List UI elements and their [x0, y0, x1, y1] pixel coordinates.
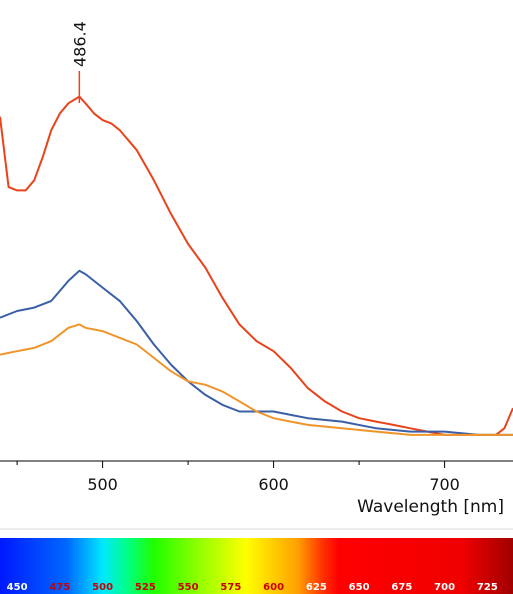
colorbar-tick-label: 700 — [434, 582, 455, 593]
x-axis-ticks — [16, 461, 446, 468]
x-tick-label: 700 — [429, 475, 460, 494]
wavelength-colorbar — [0, 538, 513, 594]
colorbar-tick-label: 500 — [92, 582, 113, 593]
x-axis-title: Wavelength [nm] — [357, 497, 504, 517]
series-line-2 — [0, 269, 513, 436]
x-tick-label: 500 — [87, 475, 118, 494]
peak-label: 486.4 — [70, 21, 89, 67]
colorbar-tick-label: 525 — [135, 582, 156, 593]
series-line-3 — [0, 323, 513, 436]
colorbar-tick-label: 625 — [306, 582, 327, 593]
colorbar-labels: 450 475 500 525 550 575 600 625 650 675 700 725 — [7, 582, 498, 593]
series-layer — [0, 95, 513, 436]
x-tick-label: 600 — [258, 475, 289, 494]
colorbar-tick-label: 600 — [263, 582, 284, 593]
series-line-1 — [0, 95, 513, 436]
colorbar-tick-label: 725 — [477, 582, 498, 593]
colorbar-tick-label: 550 — [178, 582, 199, 593]
colorbar-tick-label: 650 — [349, 582, 370, 593]
colorbar-tick-label: 575 — [220, 582, 241, 593]
colorbar-tick-label: 475 — [49, 582, 70, 593]
colorbar-tick-label: 450 — [7, 582, 28, 593]
colorbar-tick-label: 675 — [391, 582, 412, 593]
